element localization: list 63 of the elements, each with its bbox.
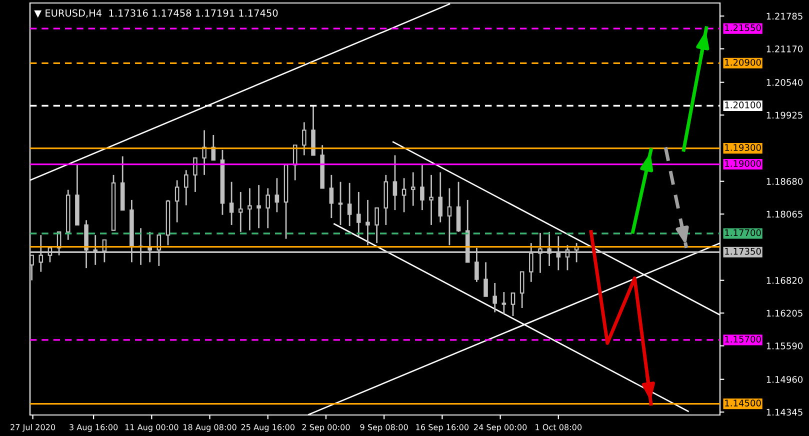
- candlestick: [356, 191, 361, 237]
- candlestick: [274, 177, 280, 213]
- candlestick: [456, 181, 461, 233]
- candlestick: [420, 164, 424, 211]
- candlestick: [202, 130, 206, 176]
- y-tick-label: 1.18680: [766, 178, 803, 185]
- x-tick-label: 1 Oct 08:00: [536, 424, 582, 430]
- candlestick: [502, 291, 506, 315]
- candlestick: [184, 169, 188, 206]
- x-tick-label: 16 Sep 16:00: [416, 424, 469, 432]
- y-tick-label: 1.18065: [766, 210, 802, 218]
- candlestick: [338, 181, 343, 226]
- y-tick-label: 1.21785: [766, 12, 802, 20]
- candlestick: [510, 292, 516, 317]
- candlestick: [30, 254, 34, 282]
- candlestick: [492, 282, 497, 313]
- ref-line-label: 1.19300: [725, 144, 761, 151]
- x-tick-label: 11 Aug 00:00: [125, 424, 178, 432]
- candlestick: [174, 180, 180, 223]
- y-tick-label: 1.16205: [766, 310, 802, 317]
- y-tick-label: 1.19925: [766, 112, 802, 119]
- candlestick: [347, 182, 352, 227]
- candlestick: [256, 184, 261, 229]
- ref-line-label: 1.20100: [725, 102, 761, 108]
- candlestick: [366, 199, 370, 246]
- y-tick-label: 1.14960: [766, 376, 803, 383]
- x-tick-label: 25 Aug 16:00: [241, 424, 294, 432]
- y-tick-label: 1.20540: [766, 79, 803, 86]
- x-tick-label: 27 Jul 2020: [10, 424, 56, 432]
- text: ▼ EURUSD,H4 1.17316 1.17458 1.17191 1.17450: [34, 9, 278, 18]
- candlestick: [484, 262, 488, 297]
- ref-line-label: 1.21550: [725, 24, 761, 32]
- ref-line-label: 1.17700: [725, 229, 761, 236]
- candlestick: [402, 177, 406, 213]
- candlestick: [302, 122, 306, 156]
- y-tick-label: 1.21170: [766, 46, 803, 52]
- candlestick: [438, 172, 443, 223]
- x-tick-label: 24 Sep 00:00: [474, 424, 527, 432]
- x-tick-label: 18 Aug 08:00: [183, 424, 236, 432]
- candlestick: [248, 188, 252, 231]
- candlestick: [193, 157, 198, 193]
- candlestick: [238, 191, 243, 233]
- ref-line-label: 1.17350: [725, 248, 761, 255]
- ref-line-label: 1.15700: [725, 336, 761, 343]
- candlestick: [392, 154, 398, 211]
- candlestick: [447, 188, 452, 246]
- ref-line-label: 1.20900: [725, 58, 761, 66]
- y-tick-label: 1.16820: [766, 277, 803, 284]
- candlestick: [329, 174, 334, 219]
- candlestick: [429, 174, 434, 226]
- candlestick: [410, 172, 416, 206]
- x-tick-label: 3 Aug 16:00: [70, 424, 118, 432]
- candlestick: [520, 271, 524, 309]
- y-tick-label: 1.14345: [766, 408, 802, 416]
- ref-line-label: 1.14500: [725, 400, 761, 406]
- y-tick-label: 1.15590: [766, 342, 803, 350]
- line-series: [589, 230, 653, 406]
- x-tick-label: 2 Sep 00:00: [302, 424, 350, 432]
- x-tick-label: 9 Sep 08:00: [360, 424, 408, 432]
- candlestick: [374, 207, 379, 244]
- candlestick: [229, 181, 234, 226]
- candlestick: [266, 188, 270, 229]
- ref-line-label: 1.19000: [725, 160, 761, 167]
